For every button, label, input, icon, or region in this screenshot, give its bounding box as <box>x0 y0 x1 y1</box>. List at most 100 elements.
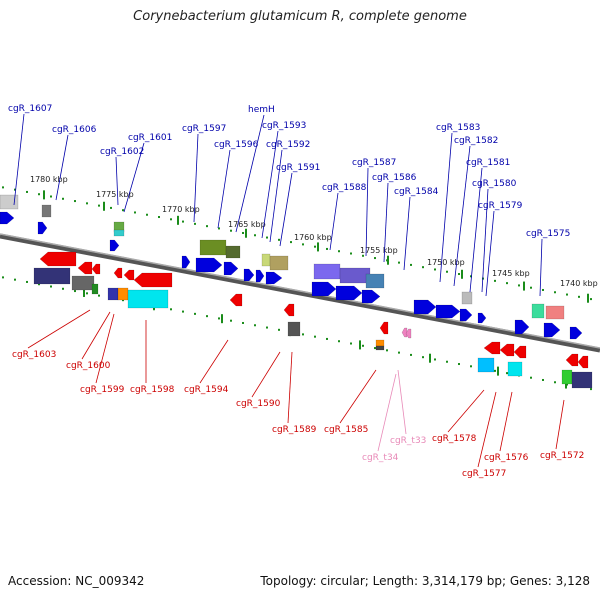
lower-ruler-dot <box>50 285 52 288</box>
upper-ruler-dot <box>206 225 208 228</box>
forward-gene-leader <box>485 210 495 297</box>
reverse-feature-box <box>477 357 495 373</box>
forward-feature-box <box>261 253 271 267</box>
forward-gene-leader <box>403 196 411 271</box>
lower-ruler-dot <box>446 360 448 363</box>
reverse-gene-arrow <box>565 353 579 367</box>
forward-feature-box <box>313 263 341 280</box>
upper-ruler-dot <box>26 190 28 193</box>
lower-ruler-dot <box>386 349 388 352</box>
lower-ruler-dot <box>470 365 472 368</box>
forward-gene-label: cgR_1596 <box>214 140 259 150</box>
upper-ruler-dot <box>2 186 4 189</box>
lower-ruler-dot <box>98 294 100 297</box>
forward-gene-label: cgR_1607 <box>8 104 52 114</box>
ruler-tick <box>221 314 223 324</box>
reverse-gene-arrow <box>513 345 527 359</box>
lower-ruler-dot <box>494 369 496 372</box>
lower-ruler-dot <box>302 333 304 336</box>
reverse-gene-label: cgR_1590 <box>236 399 281 409</box>
reverse-feature-box <box>375 339 385 347</box>
reverse-gene-arrow <box>483 341 501 355</box>
forward-feature-box <box>461 291 473 305</box>
reverse-gene-label: cgR_1589 <box>272 425 317 435</box>
lower-ruler-dot <box>434 358 436 361</box>
lower-ruler-dot <box>182 310 184 313</box>
reverse-gene-leader <box>251 351 281 398</box>
genome-backbone-highlight <box>0 233 600 349</box>
forward-gene-label: cgR_1587 <box>352 158 396 168</box>
forward-feature-box <box>41 204 52 218</box>
forward-gene-arrow <box>265 271 283 285</box>
lower-ruler-dot <box>314 335 316 338</box>
reverse-gene-label: cgR_1577 <box>462 469 506 479</box>
forward-gene-label: cgR_1579 <box>478 201 523 211</box>
genome-summary: Topology: circular; Length: 3,314,179 bp… <box>260 574 590 588</box>
forward-gene-label: cgR_1586 <box>372 173 417 183</box>
upper-ruler-dot <box>74 200 76 203</box>
forward-feature-box <box>531 303 545 319</box>
lower-ruler-dot <box>278 328 280 331</box>
lower-ruler-dot <box>590 388 592 391</box>
lower-ruler-dot <box>458 363 460 366</box>
upper-ruler-dot <box>170 218 172 221</box>
forward-gene-label: cgR_1592 <box>266 140 310 150</box>
ruler-tick <box>565 379 567 389</box>
lower-ruler-dot <box>2 276 4 279</box>
upper-ruler-dot <box>290 241 292 244</box>
forward-gene-leader <box>469 167 483 293</box>
reverse-feature-box <box>117 287 129 301</box>
forward-gene-leader <box>481 188 489 293</box>
lower-ruler-dot <box>422 356 424 359</box>
forward-gene-arrow <box>543 322 561 338</box>
reverse-gene-leader <box>27 309 91 349</box>
forward-gene-leader <box>269 149 283 243</box>
upper-ruler-dot <box>470 275 472 278</box>
lower-ruler-dot <box>326 337 328 340</box>
forward-gene-label: cgR_1588 <box>322 183 367 193</box>
forward-gene-arrow <box>569 326 583 340</box>
upper-ruler-dot <box>98 204 100 207</box>
lower-ruler-dot <box>242 321 244 324</box>
lower-ruler-dot <box>74 290 76 293</box>
upper-ruler-dot <box>446 270 448 273</box>
forward-feature-box <box>0 194 19 210</box>
forward-gene-arrow <box>335 285 363 301</box>
reverse-gene-leader <box>555 399 565 450</box>
upper-ruler-dot <box>590 298 592 301</box>
reverse-feature-box <box>571 371 593 389</box>
forward-feature-box <box>199 239 227 256</box>
upper-ruler-dot <box>554 291 556 294</box>
reverse-gene-leader <box>447 389 485 433</box>
ruler-tick-label: 1745 kbp <box>492 269 530 278</box>
reverse-feature-box <box>127 289 169 309</box>
upper-ruler-dot <box>578 295 580 298</box>
reverse-gene-arrow <box>77 261 93 275</box>
ruler-tick-label: 1765 kbp <box>228 220 266 229</box>
reverse-gene-label: cgR_1578 <box>432 434 477 444</box>
upper-ruler-dot <box>566 293 568 296</box>
upper-ruler-dot <box>86 202 88 205</box>
lower-ruler-dot <box>254 324 256 327</box>
ruler-tick <box>317 242 319 252</box>
lower-ruler-dot <box>338 340 340 343</box>
ruler-tick-label: 1740 kbp <box>560 279 598 288</box>
upper-ruler-dot <box>266 236 268 239</box>
upper-ruler-dot <box>494 279 496 282</box>
forward-gene-label: cgR_1575 <box>526 229 570 239</box>
upper-ruler-dot <box>50 195 52 198</box>
forward-gene-leader <box>383 182 389 263</box>
reverse-gene-leader <box>339 369 377 424</box>
upper-ruler-dot <box>506 282 508 285</box>
lower-ruler-dot <box>350 342 352 345</box>
reverse-gene-arrow <box>229 293 243 307</box>
lower-ruler-dot <box>506 372 508 375</box>
forward-gene-leader <box>539 238 543 297</box>
forward-feature-box <box>545 305 565 320</box>
upper-ruler-dot <box>458 273 460 276</box>
genome-backbone <box>0 233 600 353</box>
forward-gene-leader <box>193 133 199 223</box>
upper-ruler-dot <box>134 211 136 214</box>
lower-ruler-dot <box>554 381 556 384</box>
